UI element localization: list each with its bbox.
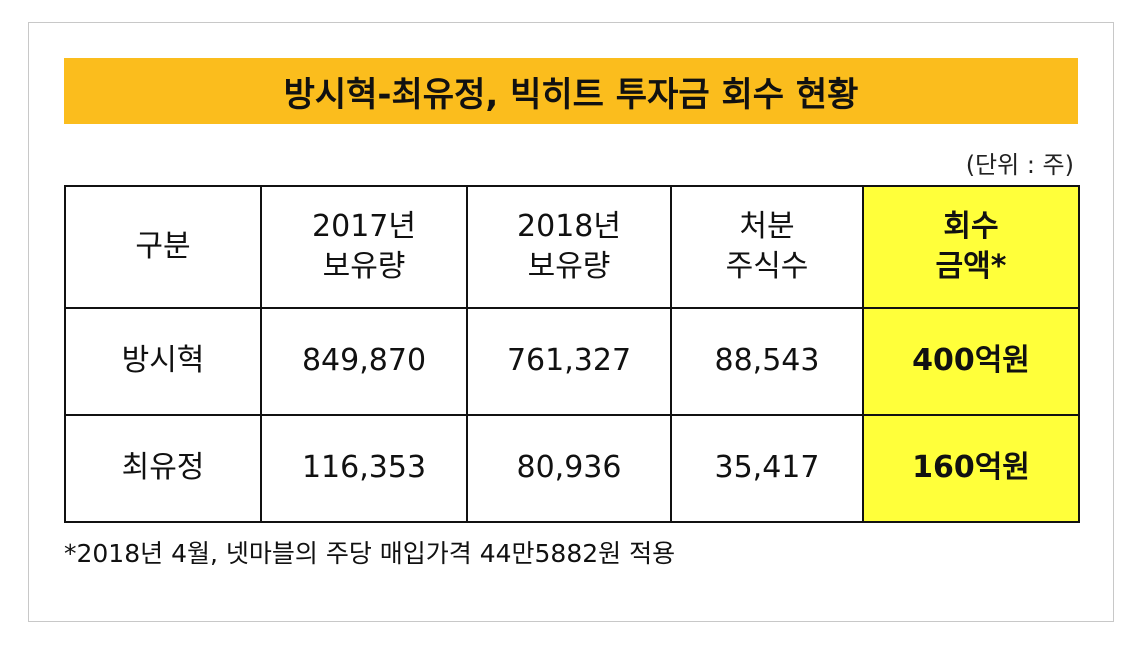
header-amount-line1: 회수 [943,208,999,244]
row-name: 방시혁 [64,307,262,416]
unit-note: (단위 : 주) [965,151,1074,179]
table-header-row: 구분 2017년 보유량 2018년 보유량 처분 주식수 회수 금액* [64,185,1080,309]
footnote: *2018년 4월, 넷마블의 주당 매입가격 44만5882원 적용 [64,539,676,568]
row-recovered-amount: 160억원 [862,414,1080,523]
page-title: 방시혁-최유정, 빅히트 투자금 회수 현황 [283,74,859,115]
header-sold-line2: 주식수 [725,249,809,284]
header-2017-line2: 보유량 [322,249,406,284]
header-2018-line2: 보유량 [527,249,611,284]
header-recovered-amount: 회수 금액* [862,185,1080,309]
row-sold-shares: 88,543 [670,307,864,416]
row-2017-holdings: 116,353 [260,414,468,523]
recovery-table: 구분 2017년 보유량 2018년 보유량 처분 주식수 회수 금액* 방시혁… [64,185,1080,523]
header-2018-line1: 2018년 [517,208,621,244]
row-name: 최유정 [64,414,262,523]
header-amount-line2: 금액* [935,249,1007,284]
table-row: 방시혁 849,870 761,327 88,543 400억원 [64,307,1080,416]
header-2018-holdings: 2018년 보유량 [466,185,672,309]
row-sold-shares: 35,417 [670,414,864,523]
row-recovered-amount: 400억원 [862,307,1080,416]
header-2017-line1: 2017년 [312,208,416,244]
table-row: 최유정 116,353 80,936 35,417 160억원 [64,414,1080,523]
header-sold-shares: 처분 주식수 [670,185,864,309]
header-category-label: 구분 [135,228,191,264]
row-2017-holdings: 849,870 [260,307,468,416]
header-2017-holdings: 2017년 보유량 [260,185,468,309]
row-2018-holdings: 761,327 [466,307,672,416]
header-category: 구분 [64,185,262,309]
header-sold-line1: 처분 [739,208,795,244]
row-2018-holdings: 80,936 [466,414,672,523]
title-bar: 방시혁-최유정, 빅히트 투자금 회수 현황 [64,58,1078,124]
